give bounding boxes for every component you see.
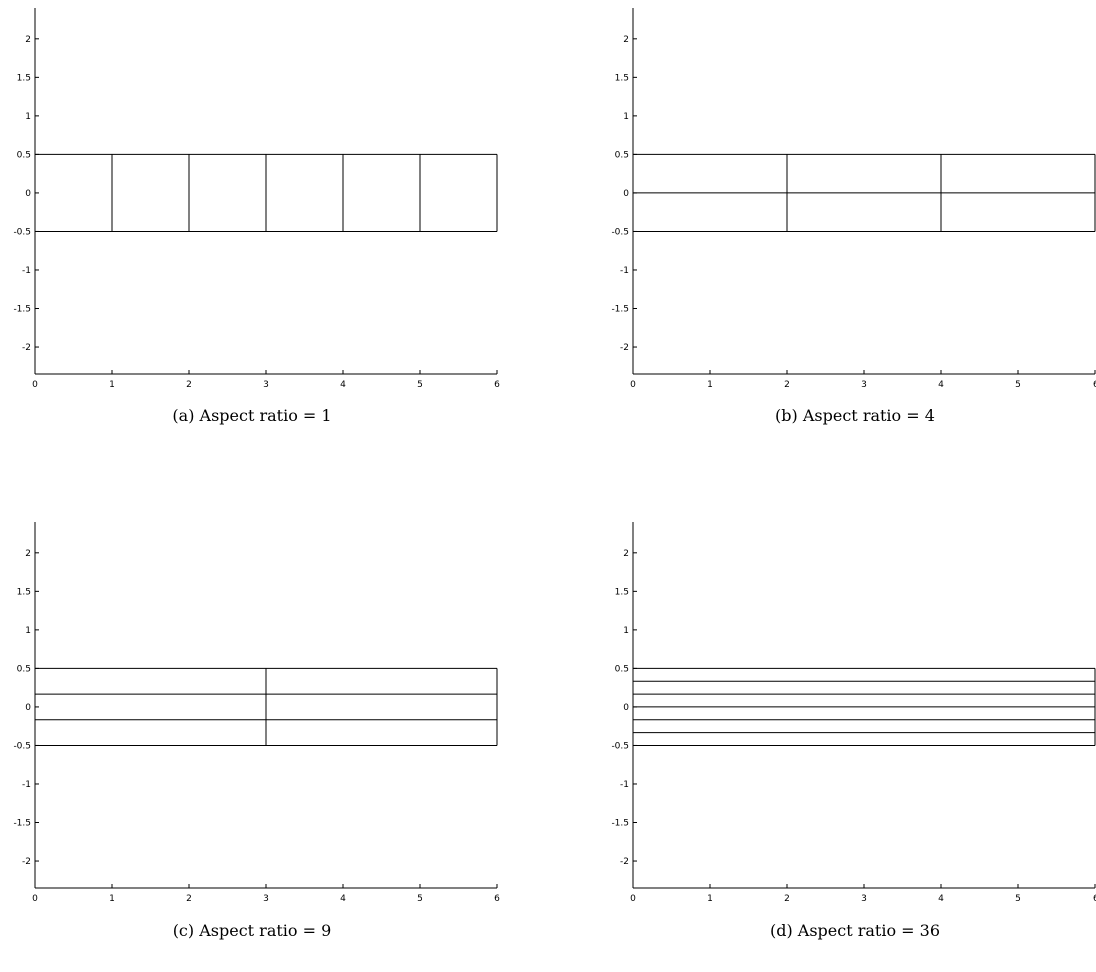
x-tick-label: 0: [630, 380, 636, 390]
x-tick-label: 1: [707, 894, 713, 904]
y-tick-label: 1.5: [17, 587, 31, 597]
y-tick-label: 2: [25, 35, 31, 45]
x-tick-label: 3: [861, 380, 867, 390]
y-tick-label: -0.5: [611, 227, 629, 237]
x-tick-label: 1: [109, 380, 115, 390]
x-tick-label: 2: [784, 894, 790, 904]
y-tick-label: 2: [623, 549, 629, 559]
y-tick-label: 1.5: [615, 587, 629, 597]
panel-b: 2 1.5 1 0.5 0 -0.5 -1 -1.5 -2 0 1 2 3 4 5 6 (b) Aspect r…: [611, 8, 1096, 425]
x-tick-label: 1: [109, 894, 115, 904]
y-tick-label: 0.5: [615, 150, 629, 160]
y-tick-label: -2: [22, 343, 31, 353]
x-tick-label: 3: [263, 380, 269, 390]
x-tick-label: 2: [784, 380, 790, 390]
y-tick-label: -1: [620, 266, 629, 276]
x-tick-label: 0: [32, 894, 38, 904]
x-tick-label: 0: [630, 894, 636, 904]
y-tick-label: 2: [623, 35, 629, 45]
y-tick-label: 2: [25, 549, 31, 559]
y-tick-label: -1.5: [13, 819, 31, 829]
x-tick-label: 4: [340, 380, 346, 390]
panel-d: 2 1.5 1 0.5 0 -0.5 -1 -1.5 -2 0 1 2 3 4 5 6 (d) Aspect r…: [611, 522, 1096, 940]
y-tick-label: 0: [25, 189, 31, 199]
x-tick-label: 5: [417, 380, 423, 390]
y-tick-label: -1.5: [611, 305, 629, 315]
x-tick-label: 5: [1015, 894, 1021, 904]
y-tick-label: -1.5: [13, 305, 31, 315]
y-tick-label: -0.5: [611, 741, 629, 751]
y-tick-label: 1.5: [615, 73, 629, 83]
x-tick-label: 5: [417, 894, 423, 904]
y-tick-label: 0: [623, 189, 629, 199]
panel-c: 2 1.5 1 0.5 0 -0.5 -1 -1.5 -2 0 1 2 3 4 5 6 (c) Aspect r…: [13, 522, 500, 940]
y-tick-label: 1: [623, 112, 629, 122]
y-tick-label: 0.5: [17, 664, 31, 674]
x-tick-label: 4: [938, 894, 944, 904]
panel-caption: (d) Aspect ratio = 36: [770, 921, 940, 940]
y-tick-label: -1: [22, 266, 31, 276]
x-tick-label: 3: [263, 894, 269, 904]
x-tick-label: 6: [1093, 894, 1096, 904]
y-tick-label: 0.5: [17, 150, 31, 160]
x-tick-label: 0: [32, 380, 38, 390]
y-tick-label: -2: [620, 343, 629, 353]
panel-caption: (c) Aspect ratio = 9: [173, 921, 332, 940]
y-tick-label: 0.5: [615, 664, 629, 674]
x-tick-label: 3: [861, 894, 867, 904]
x-tick-label: 1: [707, 380, 713, 390]
y-tick-label: 0: [25, 703, 31, 713]
x-tick-label: 2: [186, 894, 192, 904]
panel-caption: (b) Aspect ratio = 4: [775, 406, 935, 425]
x-tick-label: 2: [186, 380, 192, 390]
panel-a: 2 1.5 1 0.5 0 -0.5 -1 -1.5 -2 0 1 2 3 4 5 6 (a) Aspect r…: [13, 8, 500, 425]
y-tick-label: 1: [623, 626, 629, 636]
y-tick-label: -0.5: [13, 741, 31, 751]
y-tick-label: -2: [620, 857, 629, 867]
y-tick-label: 1: [25, 626, 31, 636]
y-tick-label: -1: [620, 780, 629, 790]
x-tick-label: 4: [340, 894, 346, 904]
y-tick-label: 1: [25, 112, 31, 122]
x-tick-label: 6: [494, 894, 500, 904]
y-tick-label: 1.5: [17, 73, 31, 83]
y-tick-label: -1.5: [611, 819, 629, 829]
y-tick-label: -1: [22, 780, 31, 790]
y-tick-label: -0.5: [13, 227, 31, 237]
y-tick-label: 0: [623, 703, 629, 713]
x-tick-label: 6: [1093, 380, 1096, 390]
y-tick-label: -2: [22, 857, 31, 867]
x-tick-label: 4: [938, 380, 944, 390]
panel-caption: (a) Aspect ratio = 1: [172, 406, 331, 425]
x-tick-label: 5: [1015, 380, 1021, 390]
x-tick-label: 6: [494, 380, 500, 390]
